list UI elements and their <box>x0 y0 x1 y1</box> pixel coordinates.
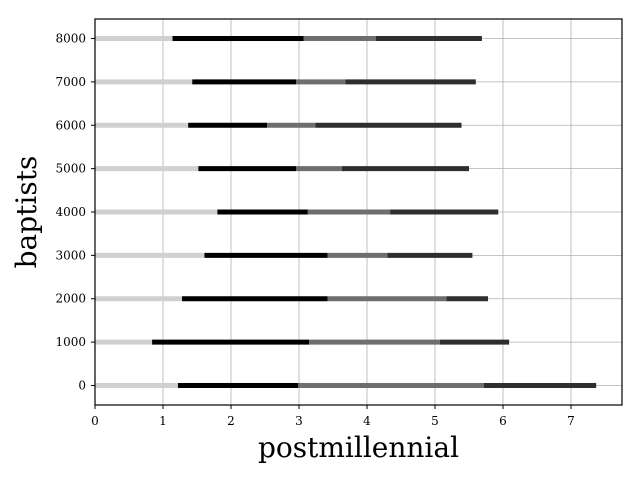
x-axis-ticks: 0 1 2 3 4 5 6 7 <box>91 405 575 428</box>
x-tick-label: 1 <box>159 414 167 428</box>
bar-segment-3000-2 <box>204 252 328 258</box>
x-axis-label: postmillennial <box>258 431 459 464</box>
x-tick-label: 5 <box>431 414 439 428</box>
y-tick-label: 0 <box>78 378 86 392</box>
y-tick-label: 4000 <box>55 205 86 219</box>
x-tick-label: 3 <box>295 414 303 428</box>
y-axis-ticks: 0 1000 2000 3000 4000 5000 6000 7000 8000 <box>55 32 95 392</box>
bar-segment-4000-3 <box>307 209 391 215</box>
x-tick-label: 7 <box>567 414 575 428</box>
bar-segment-5000-4 <box>341 166 469 172</box>
bar-segment-1000-1 <box>95 339 153 345</box>
bar-segment-3000-4 <box>387 252 473 258</box>
x-tick-label: 0 <box>91 414 99 428</box>
x-tick-label: 2 <box>227 414 235 428</box>
x-tick-label: 4 <box>363 414 371 428</box>
bar-segment-5000-1 <box>95 166 199 172</box>
bar-segment-8000-4 <box>375 36 482 42</box>
y-tick-label: 7000 <box>55 75 86 89</box>
bar-segment-0-2 <box>177 382 299 388</box>
bar-segment-6000-2 <box>188 122 268 128</box>
bar-segment-4000-4 <box>390 209 499 215</box>
x-tick-label: 6 <box>499 414 507 428</box>
bar-segment-3000-3 <box>327 252 388 258</box>
bar-segment-6000-3 <box>267 122 316 128</box>
y-tick-label: 2000 <box>55 292 86 306</box>
y-tick-label: 8000 <box>55 32 86 46</box>
bar-segment-2000-1 <box>95 296 183 302</box>
bar-segment-0-3 <box>298 382 484 388</box>
bar-segment-4000-1 <box>95 209 218 215</box>
y-tick-label: 5000 <box>55 162 86 176</box>
bar-segment-1000-3 <box>309 339 440 345</box>
bar-segment-5000-3 <box>296 166 342 172</box>
bar-segment-6000-1 <box>95 122 189 128</box>
bar-segment-5000-2 <box>198 166 297 172</box>
y-tick-label: 6000 <box>55 118 86 132</box>
bars <box>95 36 597 388</box>
bar-segment-6000-4 <box>315 122 462 128</box>
bar-segment-2000-4 <box>446 296 489 302</box>
bar-segment-7000-4 <box>345 79 476 85</box>
bar-segment-7000-3 <box>296 79 346 85</box>
bar-segment-2000-2 <box>182 296 328 302</box>
bar-segment-1000-2 <box>152 339 310 345</box>
bar-segment-0-4 <box>483 382 597 388</box>
bar-segment-3000-1 <box>95 252 205 258</box>
y-axis-label: baptists <box>10 156 43 269</box>
bar-segment-7000-2 <box>192 79 297 85</box>
bar-segment-8000-3 <box>303 36 376 42</box>
y-tick-label: 3000 <box>55 248 86 262</box>
bar-segment-8000-1 <box>95 36 173 42</box>
bar-segment-7000-1 <box>95 79 193 85</box>
bar-segment-1000-4 <box>439 339 510 345</box>
bar-segment-8000-2 <box>172 36 304 42</box>
bar-segment-4000-2 <box>217 209 308 215</box>
y-tick-label: 1000 <box>55 335 86 349</box>
bar-segment-2000-3 <box>327 296 447 302</box>
bar-segment-0-1 <box>95 382 178 388</box>
